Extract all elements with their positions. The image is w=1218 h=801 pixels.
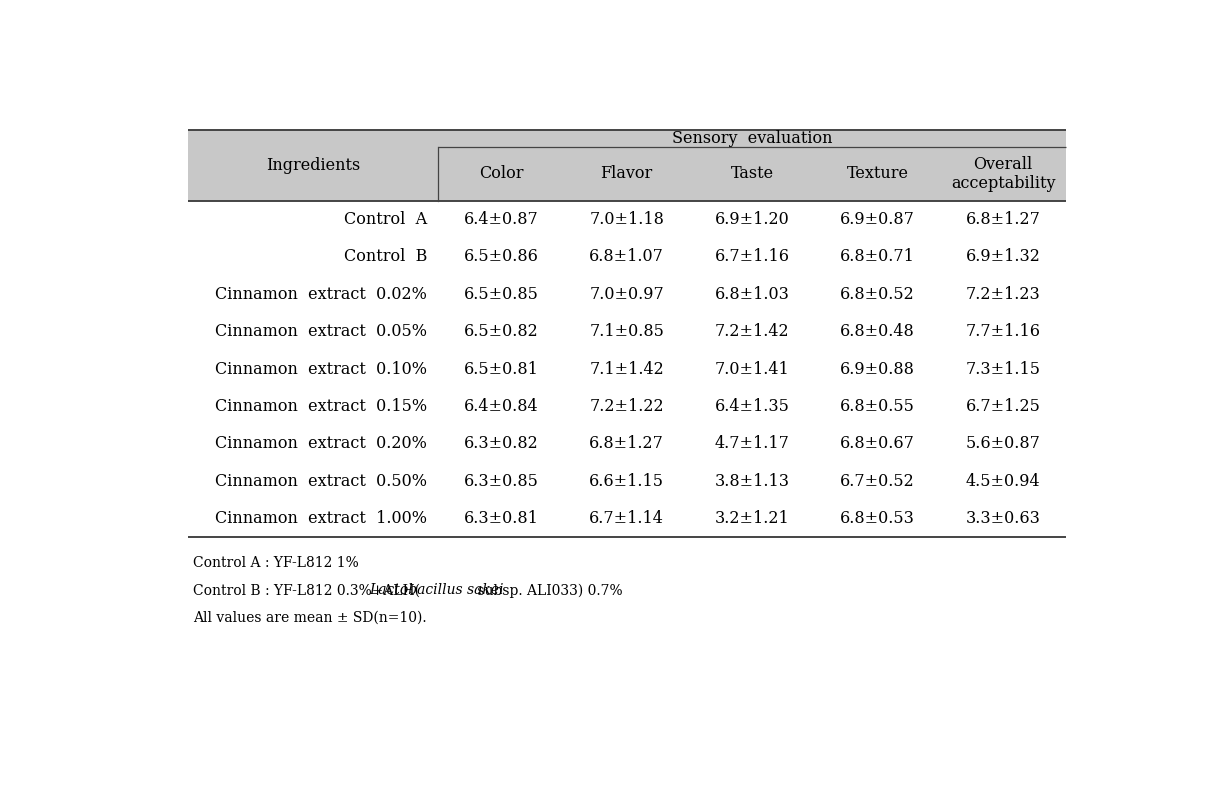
Text: Flavor: Flavor: [600, 165, 653, 183]
Text: 7.3±1.15: 7.3±1.15: [966, 360, 1040, 377]
Text: 7.0±1.41: 7.0±1.41: [715, 360, 789, 377]
Text: 6.3±0.82: 6.3±0.82: [464, 435, 538, 453]
Text: 5.6±0.87: 5.6±0.87: [966, 435, 1040, 453]
Text: 7.1±1.42: 7.1±1.42: [590, 360, 664, 377]
Text: 3.8±1.13: 3.8±1.13: [715, 473, 789, 489]
Text: 6.9±1.32: 6.9±1.32: [966, 248, 1040, 265]
Text: 6.3±0.81: 6.3±0.81: [464, 510, 538, 527]
Text: 6.7±1.25: 6.7±1.25: [966, 398, 1040, 415]
Text: 7.7±1.16: 7.7±1.16: [966, 323, 1040, 340]
Text: 7.0±1.18: 7.0±1.18: [590, 211, 664, 228]
Text: 6.8±0.52: 6.8±0.52: [840, 286, 915, 303]
Text: 6.7±1.16: 6.7±1.16: [715, 248, 789, 265]
Text: Ingredients: Ingredients: [266, 157, 361, 174]
Text: 6.8±0.48: 6.8±0.48: [840, 323, 915, 340]
Bar: [188, 239, 1066, 276]
Text: 6.6±1.15: 6.6±1.15: [590, 473, 664, 489]
Text: 7.2±1.42: 7.2±1.42: [715, 323, 789, 340]
Bar: [188, 500, 1066, 537]
Text: 6.8±1.07: 6.8±1.07: [590, 248, 664, 265]
Text: 3.2±1.21: 3.2±1.21: [715, 510, 789, 527]
Text: 4.5±0.94: 4.5±0.94: [966, 473, 1040, 489]
Text: 6.3±0.85: 6.3±0.85: [464, 473, 538, 489]
Text: subsp. ALI033) 0.7%: subsp. ALI033) 0.7%: [473, 583, 622, 598]
Text: Control A : YF-L812 1%: Control A : YF-L812 1%: [192, 556, 358, 570]
Text: Taste: Taste: [731, 165, 773, 183]
Text: 6.8±1.27: 6.8±1.27: [966, 211, 1040, 228]
Text: Cinnamon  extract  0.20%: Cinnamon extract 0.20%: [216, 435, 428, 453]
Text: 6.5±0.86: 6.5±0.86: [464, 248, 538, 265]
Text: Cinnamon  extract  0.02%: Cinnamon extract 0.02%: [216, 286, 428, 303]
Text: 6.9±0.87: 6.9±0.87: [840, 211, 915, 228]
Text: 7.2±1.23: 7.2±1.23: [966, 286, 1040, 303]
Bar: [188, 130, 1066, 201]
Text: 6.4±0.84: 6.4±0.84: [464, 398, 538, 415]
Text: 6.9±1.20: 6.9±1.20: [715, 211, 789, 228]
Text: 6.5±0.82: 6.5±0.82: [464, 323, 538, 340]
Text: Cinnamon  extract  0.10%: Cinnamon extract 0.10%: [216, 360, 428, 377]
Text: 4.7±1.17: 4.7±1.17: [715, 435, 789, 453]
Text: 6.8±0.67: 6.8±0.67: [840, 435, 915, 453]
Text: 7.1±0.85: 7.1±0.85: [590, 323, 664, 340]
Text: Control B : YF-L812 0.3%+ALH(: Control B : YF-L812 0.3%+ALH(: [192, 583, 420, 598]
Text: 3.3±0.63: 3.3±0.63: [966, 510, 1040, 527]
Text: Cinnamon  extract  0.05%: Cinnamon extract 0.05%: [216, 323, 428, 340]
Text: 6.9±0.88: 6.9±0.88: [840, 360, 915, 377]
Text: Texture: Texture: [847, 165, 909, 183]
Text: 6.8±0.53: 6.8±0.53: [840, 510, 915, 527]
Text: Cinnamon  extract  1.00%: Cinnamon extract 1.00%: [216, 510, 428, 527]
Text: 6.8±0.55: 6.8±0.55: [840, 398, 915, 415]
Bar: [188, 462, 1066, 500]
Text: 6.8±1.03: 6.8±1.03: [715, 286, 789, 303]
Text: 6.7±1.14: 6.7±1.14: [590, 510, 664, 527]
Text: 6.7±0.52: 6.7±0.52: [840, 473, 915, 489]
Text: 7.0±0.97: 7.0±0.97: [590, 286, 664, 303]
Text: 6.8±0.71: 6.8±0.71: [840, 248, 915, 265]
Bar: [188, 388, 1066, 425]
Text: 6.5±0.81: 6.5±0.81: [464, 360, 538, 377]
Text: Lactobacillus sakei: Lactobacillus sakei: [369, 583, 503, 598]
Text: 6.8±1.27: 6.8±1.27: [590, 435, 664, 453]
Bar: [188, 425, 1066, 462]
Text: 6.4±0.87: 6.4±0.87: [464, 211, 538, 228]
Bar: [188, 350, 1066, 388]
Text: Color: Color: [479, 165, 524, 183]
Bar: [188, 313, 1066, 350]
Text: Cinnamon  extract  0.50%: Cinnamon extract 0.50%: [216, 473, 428, 489]
Text: Control  A: Control A: [343, 211, 428, 228]
Bar: [188, 201, 1066, 239]
Text: 6.5±0.85: 6.5±0.85: [464, 286, 538, 303]
Text: All values are mean ± SD(n=10).: All values are mean ± SD(n=10).: [192, 611, 426, 625]
Text: 6.4±1.35: 6.4±1.35: [715, 398, 789, 415]
Text: 7.2±1.22: 7.2±1.22: [590, 398, 664, 415]
Text: Cinnamon  extract  0.15%: Cinnamon extract 0.15%: [214, 398, 428, 415]
Text: Sensory  evaluation: Sensory evaluation: [672, 130, 832, 147]
Text: Control  B: Control B: [343, 248, 428, 265]
Bar: [188, 276, 1066, 313]
Text: Overall
acceptability: Overall acceptability: [951, 155, 1056, 192]
